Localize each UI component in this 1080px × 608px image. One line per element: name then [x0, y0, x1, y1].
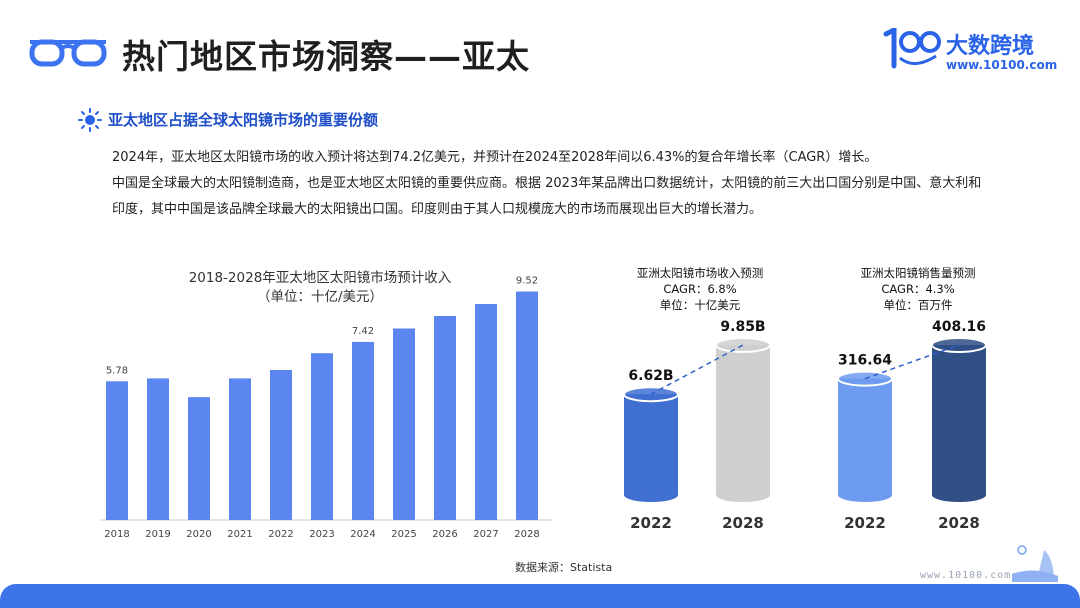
- bar-2024: [352, 341, 374, 520]
- cyl1-value-label-2022: 6.62B: [628, 368, 673, 384]
- bar-2028: [516, 291, 538, 520]
- cyl-chart-2-title: 亚洲太阳镜销售量预测: [860, 266, 976, 280]
- logo-icon: [883, 28, 941, 69]
- cyl-chart-2-cagr: CAGR：4.3%: [881, 282, 955, 296]
- cyl2-x-tick-2022: 2022: [844, 514, 886, 532]
- cyl1-bar-base-2028: [716, 488, 770, 502]
- cyl2-x-tick-2028: 2028: [938, 514, 980, 532]
- x-tick-2024: 2024: [350, 529, 375, 540]
- bar-2026: [434, 316, 456, 520]
- cyl2-value-label-2022: 316.64: [838, 353, 892, 369]
- bar-2020: [188, 397, 210, 520]
- cyl1-bar-base-2022: [624, 488, 678, 502]
- cyl2-bar-2022: [838, 378, 892, 495]
- bottom-band: [0, 584, 1080, 608]
- data-label-2028: 9.52: [516, 276, 538, 287]
- cyl2-bar-base-2028: [932, 488, 986, 502]
- beach-icon: [1012, 545, 1058, 582]
- bar-chart-title: 2018-2028年亚太地区太阳镜市场预计收入: [188, 270, 452, 286]
- bar-2019: [147, 378, 169, 520]
- cyl1-bar-2022: [624, 394, 678, 495]
- cyl1-bar-top-2028: [715, 337, 771, 353]
- sun-icon: [78, 108, 102, 132]
- x-tick-2019: 2019: [145, 529, 170, 540]
- x-tick-2025: 2025: [391, 529, 416, 540]
- cyl-chart-1-unit: 单位：十亿美元: [659, 298, 741, 312]
- x-tick-2028: 2028: [514, 529, 539, 540]
- bar-2018: [106, 381, 128, 520]
- bar-chart-subtitle: （单位：十亿/美元）: [256, 289, 384, 305]
- cyl2-trend-line: [864, 344, 960, 380]
- logo-url: www.10100.com: [946, 58, 1058, 72]
- x-tick-2018: 2018: [104, 529, 129, 540]
- cyl1-bar-2028: [716, 345, 770, 495]
- data-source: 数据来源：Statista: [515, 561, 613, 574]
- cyl1-value-label-2028: 9.85B: [720, 319, 765, 335]
- bar-2023: [311, 353, 333, 520]
- x-tick-2022: 2022: [268, 529, 293, 540]
- paragraph-1: 2024年，亚太地区太阳镜市场的收入预计将达到74.2亿美元，并预计在2024至…: [112, 150, 878, 165]
- x-tick-2021: 2021: [227, 529, 252, 540]
- paragraph-2: 中国是全球最大的太阳镜制造商，也是亚太地区太阳镜的重要供应商。根据 2023年某…: [112, 176, 982, 217]
- x-tick-2026: 2026: [432, 529, 457, 540]
- bar-2022: [270, 370, 292, 520]
- bar-2027: [475, 304, 497, 520]
- cyl2-value-label-2028: 408.16: [932, 319, 986, 335]
- glasses-icon: [29, 39, 107, 67]
- bar-2021: [229, 378, 251, 520]
- cyl-chart-2-unit: 单位：百万件: [883, 298, 953, 312]
- x-tick-2027: 2027: [473, 529, 498, 540]
- data-label-2024: 7.42: [352, 326, 374, 337]
- cyl-chart-1-cagr: CAGR：6.8%: [663, 282, 737, 296]
- page-title: 热门地区市场洞察——亚太: [122, 37, 530, 76]
- logo-text: 大数跨境: [946, 34, 1035, 59]
- section-title: 亚太地区占据全球太阳镜市场的重要份额: [108, 111, 379, 129]
- x-tick-2020: 2020: [186, 529, 211, 540]
- bar-2025: [393, 328, 415, 520]
- cyl1-x-tick-2022: 2022: [630, 514, 672, 532]
- x-tick-2023: 2023: [309, 529, 334, 540]
- cyl2-bar-2028: [932, 345, 986, 495]
- data-label-2018: 5.78: [106, 365, 128, 376]
- watermark: www.10100.com: [920, 570, 1012, 581]
- cyl1-x-tick-2028: 2028: [722, 514, 764, 532]
- cyl2-bar-base-2022: [838, 488, 892, 502]
- cyl-chart-1-title: 亚洲太阳镜市场收入预测: [636, 266, 764, 280]
